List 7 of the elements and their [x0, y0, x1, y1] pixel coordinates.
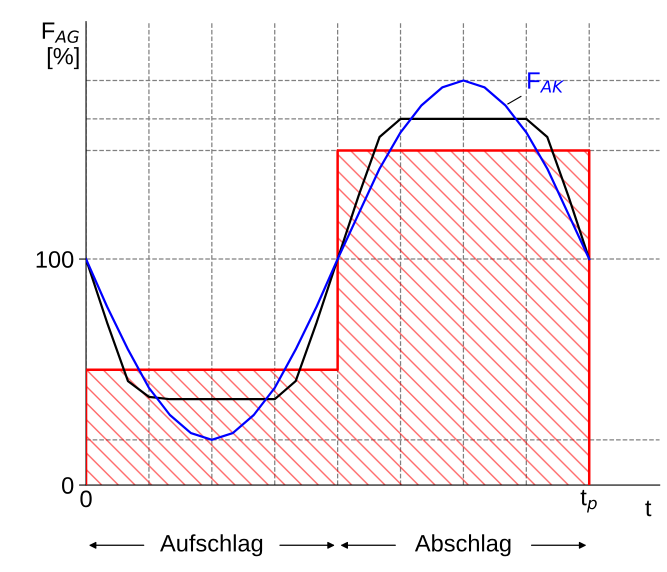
text: Aufschlag [160, 534, 262, 556]
x-axis-title: t [645, 500, 652, 516]
x-tick-label: t$_{p}$ [580, 490, 597, 512]
series-label: F$_{AK}$ [528, 72, 564, 93]
text: Abschlag [414, 534, 510, 556]
y-axis-title: F$_{AG}$ [%] [42, 22, 79, 70]
y-tick-label: 100 [36, 251, 74, 268]
